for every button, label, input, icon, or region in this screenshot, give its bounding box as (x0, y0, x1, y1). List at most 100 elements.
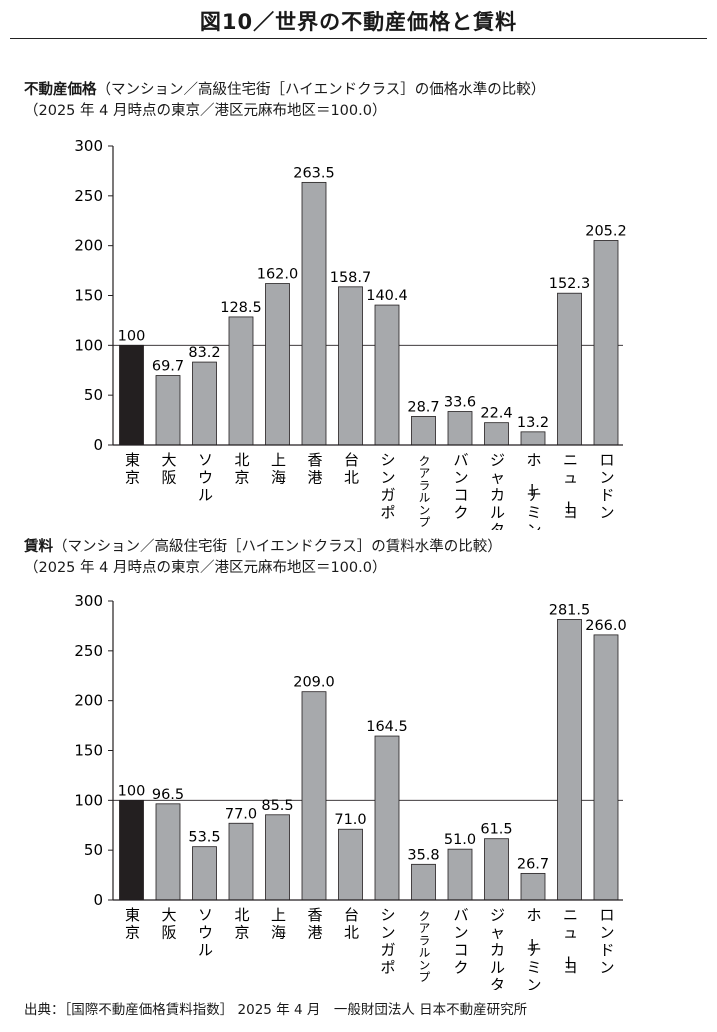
price-category-label: シンガポール (376, 451, 395, 530)
price-ytick-label: 0 (93, 436, 103, 454)
source-note: 出典：［国際不動産価格賃料指数］ 2025 年 4 月 一般財団法人 日本不動産… (24, 1002, 528, 1018)
rent-bar (301, 691, 327, 901)
rent-category-label: 北京 (234, 906, 249, 942)
rent-ytick-label: 50 (84, 841, 103, 859)
price-category-label: 上海 (271, 451, 286, 487)
rent-bar (192, 846, 217, 901)
price-category-label: ロンドン (599, 451, 614, 522)
rent-value-label: 61.5 (480, 822, 512, 838)
price-value-label: 33.6 (444, 395, 476, 411)
rent-category-label: 大阪 (161, 906, 176, 942)
rent-bar (557, 619, 582, 901)
price-value-label: 22.4 (480, 406, 512, 422)
price-bar (265, 283, 290, 446)
rent-category-label: 台北 (344, 906, 359, 942)
rent-chart-subtitle: （2025 年 4 月時点の東京／港区元麻布地区＝100.0） (24, 560, 387, 576)
rent-category-label: バンコク (453, 906, 468, 977)
rent-ytick-label: 250 (74, 642, 103, 660)
title-divider (10, 38, 707, 39)
rent-value-label: 51.0 (444, 832, 476, 848)
price-category-label: ニューヨーク (559, 451, 578, 530)
price-ytick-label: 100 (74, 336, 103, 354)
rent-bar (411, 863, 436, 901)
price-bar-chart: 0 50 100 150 200 250 300 100 東京 69.7 大阪 83.2 ソウル 128.… (74, 137, 627, 530)
price-chart-title-rest: （マンション／高級住宅街［ハイエンドクラス］の価格水準の比較） (96, 82, 546, 98)
rent-value-label: 77.0 (225, 806, 257, 822)
rent-value-label: 164.5 (366, 719, 408, 735)
price-bar (301, 181, 327, 446)
price-category-label: 北京 (234, 451, 249, 487)
price-bar (557, 292, 582, 446)
rent-value-label: 35.8 (407, 847, 439, 863)
rent-category-label: クアラルンプール (416, 909, 431, 990)
rent-bar (593, 634, 619, 901)
price-bar (119, 344, 144, 446)
rent-value-label: 281.5 (549, 602, 591, 618)
price-category-label: クアラルンプール (416, 454, 431, 530)
rent-category-label: ジャカルタ (490, 906, 505, 990)
rent-value-label: 85.5 (261, 798, 293, 814)
rent-bar (155, 803, 181, 901)
price-bar (228, 316, 254, 446)
price-value-label: 100 (118, 328, 146, 344)
rent-category-label: ニューヨーク (559, 906, 578, 990)
rent-value-label: 100 (118, 783, 146, 799)
price-chart-title: 不動産価格（マンション／高級住宅街［ハイエンドクラス］の価格水準の比較） (24, 80, 545, 101)
price-value-label: 128.5 (220, 300, 262, 316)
rent-bar (119, 799, 144, 901)
rent-category-label: ロンドン (599, 906, 614, 977)
rent-value-label: 266.0 (585, 618, 627, 634)
price-bar (593, 240, 619, 446)
price-chart-heading: 不動産価格（マンション／高級住宅街［ハイエンドクラス］の価格水準の比較） （20… (24, 80, 545, 122)
rent-value-label: 209.0 (293, 675, 335, 691)
price-value-label: 69.7 (152, 359, 184, 375)
rent-chart-title-lead: 賃料 (24, 539, 53, 555)
price-value-label: 205.2 (585, 223, 627, 239)
price-value-label: 158.7 (330, 270, 372, 286)
price-ytick-label: 250 (74, 187, 103, 205)
price-value-label: 263.5 (293, 165, 335, 181)
price-bar (447, 411, 473, 446)
price-value-label: 162.0 (257, 267, 299, 283)
rent-category-label: 上海 (271, 906, 286, 942)
price-value-label: 140.4 (366, 288, 408, 304)
price-ytick-label: 50 (84, 386, 103, 404)
price-ytick-label: 150 (74, 287, 103, 305)
price-category-label: 香港 (307, 451, 322, 487)
rent-chart-heading: 賃料（マンション／高級住宅街［ハイエンドクラス］の賃料水準の比較） （2025 … (24, 537, 502, 579)
price-bar (484, 422, 509, 446)
price-category-label: バンコク (453, 451, 468, 522)
rent-ytick-label: 0 (93, 891, 103, 909)
rent-value-label: 26.7 (517, 856, 549, 872)
price-bar (520, 431, 546, 446)
rent-chart-title: 賃料（マンション／高級住宅街［ハイエンドクラス］の賃料水準の比較） (24, 537, 502, 558)
price-category-label: ホーチミン (522, 451, 541, 530)
rent-category-label: シンガポール (376, 906, 395, 990)
price-bar (338, 286, 363, 446)
price-value-label: 83.2 (188, 345, 220, 361)
rent-value-label: 53.5 (188, 830, 220, 846)
rent-ytick-label: 300 (74, 592, 103, 610)
rent-bar (520, 872, 546, 901)
price-category-label: 台北 (344, 451, 359, 487)
price-chart-title-lead: 不動産価格 (24, 82, 97, 98)
price-ytick-label: 300 (74, 137, 103, 155)
rent-bar-chart: 0 50 100 150 200 250 300 100 東京 96.5 大阪 53.5 ソウル 77.0… (74, 592, 627, 990)
price-value-label: 28.7 (407, 399, 439, 415)
price-category-label: ジャカルタ (490, 451, 505, 530)
price-value-label: 152.3 (549, 276, 591, 292)
rent-chart-title-rest: （マンション／高級住宅街［ハイエンドクラス］の賃料水準の比較） (53, 539, 502, 555)
rent-ytick-label: 100 (74, 791, 103, 809)
price-bar (411, 415, 436, 446)
rent-ytick-label: 150 (74, 742, 103, 760)
price-bar (192, 361, 217, 446)
rent-category-label: ソウル (198, 906, 213, 959)
rent-bar (447, 848, 473, 901)
price-category-label: 大阪 (161, 451, 176, 487)
rent-bar (484, 838, 509, 901)
price-category-label: 東京 (125, 451, 140, 487)
rent-category-label: 香港 (307, 906, 322, 942)
rent-value-label: 96.5 (152, 787, 184, 803)
price-category-label: ソウル (198, 451, 213, 504)
price-ytick-label: 200 (74, 237, 103, 255)
